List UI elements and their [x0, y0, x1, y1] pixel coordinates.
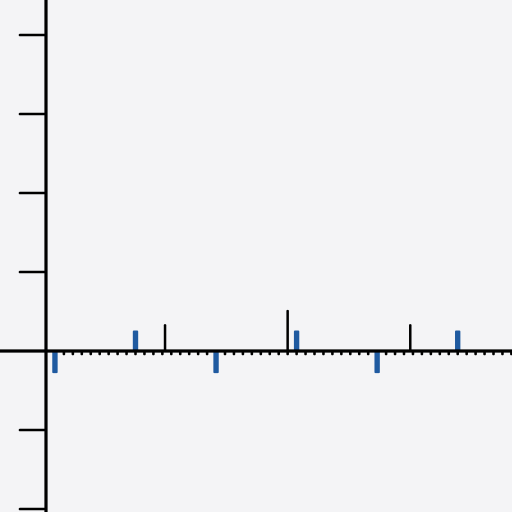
bar-blue [52, 351, 58, 374]
bar-black [409, 324, 412, 351]
bar-blue [293, 330, 300, 351]
y-axis-ticks [18, 33, 48, 511]
bar-blue [213, 351, 219, 374]
bar-blue [132, 330, 139, 351]
bar-blue [455, 330, 461, 351]
bar-black [286, 309, 289, 351]
bar-blue [374, 351, 380, 374]
bars [52, 309, 461, 374]
bar-black [163, 324, 167, 351]
